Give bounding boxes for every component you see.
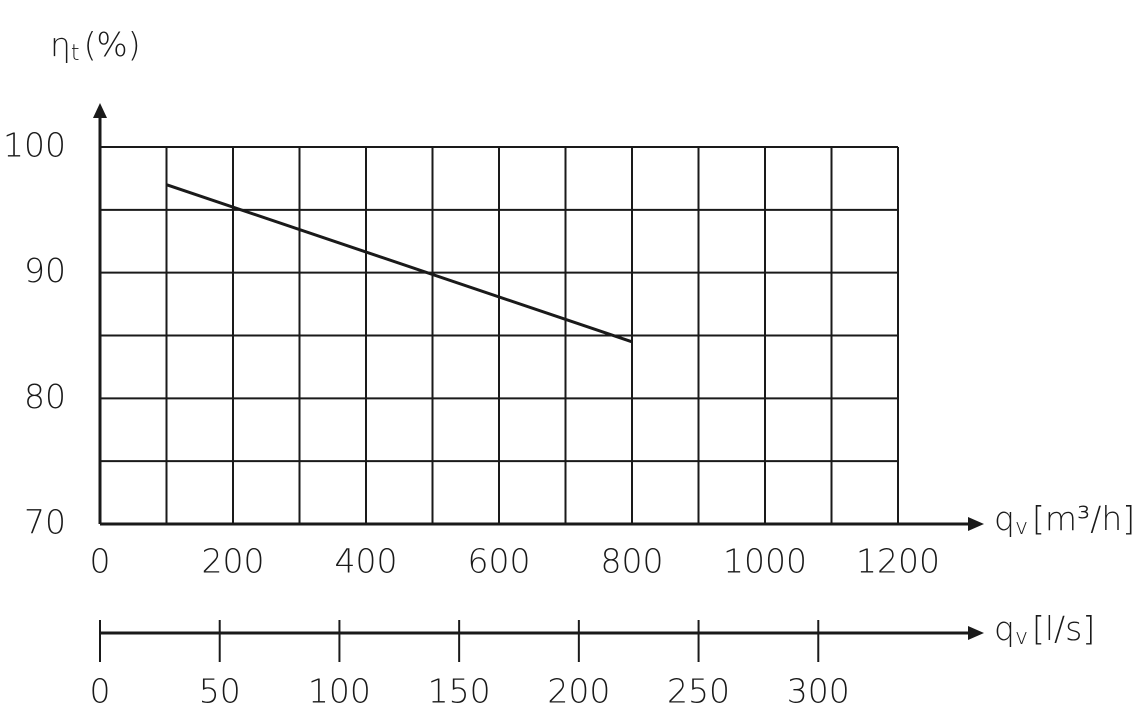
- x2-tick-label: 150: [428, 672, 491, 711]
- y-label-symbol: η: [50, 25, 71, 64]
- x2-tick-label: 250: [667, 672, 730, 711]
- x2-axis-label: qv [l/s]: [994, 609, 1095, 651]
- x-tick-label: 600: [468, 542, 531, 581]
- x2-tick-label: 200: [547, 672, 610, 711]
- x-tick-label: 1200: [856, 542, 940, 581]
- x-label-sub: v: [1015, 515, 1028, 540]
- x-tick-label: 800: [601, 542, 664, 581]
- x-tick-label: 1000: [723, 542, 807, 581]
- x-label-unit: [m³/h]: [1032, 499, 1135, 538]
- x-axis-arrow: [968, 517, 984, 531]
- data-line: [166, 183, 633, 344]
- y-label-unit: (%): [84, 25, 141, 64]
- x-axis-label: qv [m³/h]: [994, 499, 1135, 541]
- x2-tick-label: 300: [787, 672, 850, 711]
- y-tick-label: 100: [3, 126, 66, 165]
- y-label-sub: t: [71, 41, 80, 66]
- x2-axis-arrow: [968, 626, 984, 640]
- x-label-symbol: q: [994, 499, 1015, 538]
- x2-label-symbol: q: [994, 609, 1015, 648]
- x-tick-label: 200: [202, 542, 265, 581]
- y-tick-label: 90: [24, 251, 66, 290]
- y-tick-label: 70: [24, 503, 66, 542]
- y-axis-arrow: [93, 103, 107, 118]
- x2-tick-label: 50: [199, 672, 241, 711]
- x2-tick-label: 0: [90, 672, 111, 711]
- x2-tick-label: 100: [308, 672, 371, 711]
- x2-label-unit: [l/s]: [1032, 609, 1095, 648]
- y-axis-label: ηt (%): [50, 25, 141, 67]
- x-tick-label: 400: [335, 542, 398, 581]
- y-tick-label: 80: [24, 377, 66, 416]
- x2-label-sub: v: [1015, 625, 1028, 650]
- x-tick-label: 0: [90, 542, 111, 581]
